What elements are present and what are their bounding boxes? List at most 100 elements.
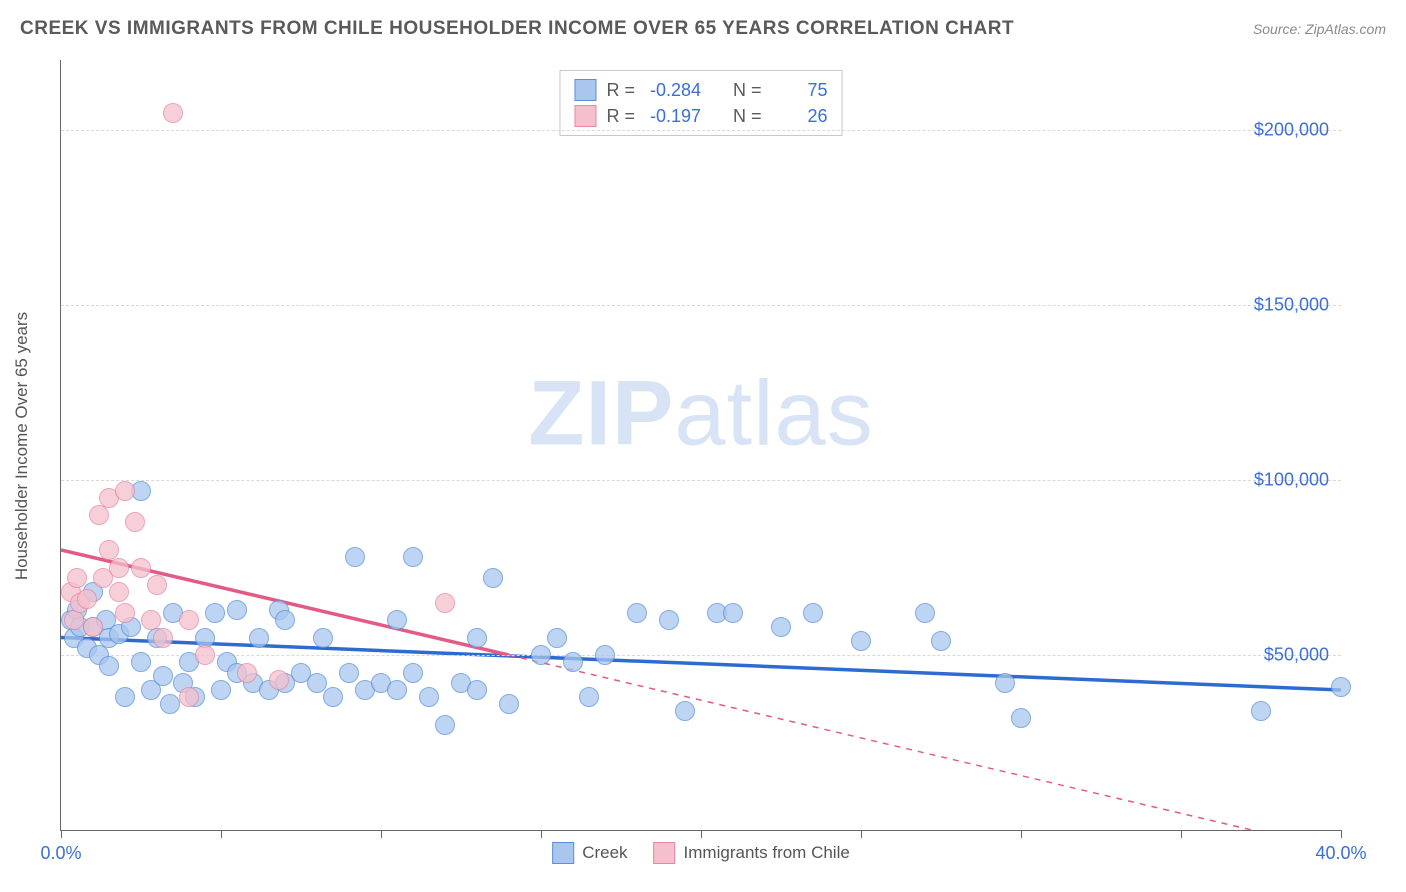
data-point: [237, 663, 257, 683]
data-point: [435, 715, 455, 735]
data-point: [499, 694, 519, 714]
data-point: [531, 645, 551, 665]
gridline: [61, 480, 1341, 481]
data-point: [153, 628, 173, 648]
data-point: [1331, 677, 1351, 697]
y-axis-title: Householder Income Over 65 years: [12, 312, 32, 580]
data-point: [387, 680, 407, 700]
x-tick: [1341, 830, 1342, 838]
data-point: [275, 610, 295, 630]
data-point: [147, 575, 167, 595]
watermark: ZIPatlas: [528, 362, 873, 467]
data-point: [563, 652, 583, 672]
data-point: [109, 582, 129, 602]
data-point: [931, 631, 951, 651]
data-point: [483, 568, 503, 588]
x-tick: [221, 830, 222, 838]
data-point: [131, 558, 151, 578]
correlation-legend: R = -0.284 N = 75 R = -0.197 N = 26: [559, 70, 842, 136]
r-label: R =: [606, 106, 635, 127]
data-point: [179, 687, 199, 707]
data-point: [345, 547, 365, 567]
data-point: [1251, 701, 1271, 721]
data-point: [227, 600, 247, 620]
x-tick: [701, 830, 702, 838]
data-point: [339, 663, 359, 683]
x-tick: [61, 830, 62, 838]
data-point: [99, 656, 119, 676]
chile-series-label: Immigrants from Chile: [684, 843, 850, 863]
data-point: [77, 589, 97, 609]
chile-n-value: 26: [772, 106, 828, 127]
data-point: [915, 603, 935, 623]
y-tick-label: $100,000: [1254, 470, 1329, 491]
data-point: [547, 628, 567, 648]
data-point: [595, 645, 615, 665]
legend-row-chile: R = -0.197 N = 26: [574, 103, 827, 129]
data-point: [67, 568, 87, 588]
data-point: [125, 512, 145, 532]
y-tick-label: $150,000: [1254, 295, 1329, 316]
data-point: [435, 593, 455, 613]
data-point: [115, 481, 135, 501]
chile-r-value: -0.197: [645, 106, 701, 127]
r-label: R =: [606, 80, 635, 101]
trend-line-dashed: [509, 655, 1341, 830]
n-label: N =: [733, 106, 762, 127]
data-point: [115, 687, 135, 707]
data-point: [1011, 708, 1031, 728]
data-point: [131, 652, 151, 672]
data-point: [467, 680, 487, 700]
data-point: [83, 617, 103, 637]
x-tick: [541, 830, 542, 838]
data-point: [851, 631, 871, 651]
data-point: [659, 610, 679, 630]
data-point: [803, 603, 823, 623]
data-point: [249, 628, 269, 648]
data-point: [467, 628, 487, 648]
chile-swatch-icon: [574, 105, 596, 127]
data-point: [995, 673, 1015, 693]
data-point: [723, 603, 743, 623]
data-point: [675, 701, 695, 721]
data-point: [153, 666, 173, 686]
source-attribution: Source: ZipAtlas.com: [1253, 21, 1386, 37]
series-legend: Creek Immigrants from Chile: [552, 842, 850, 864]
data-point: [403, 547, 423, 567]
creek-r-value: -0.284: [645, 80, 701, 101]
creek-swatch-icon: [574, 79, 596, 101]
data-point: [160, 694, 180, 714]
trend-lines-layer: [61, 60, 1341, 830]
data-point: [627, 603, 647, 623]
x-tick-label: 40.0%: [1315, 843, 1366, 864]
chart-title: CREEK VS IMMIGRANTS FROM CHILE HOUSEHOLD…: [20, 18, 1014, 40]
x-tick-label: 0.0%: [40, 843, 81, 864]
data-point: [115, 603, 135, 623]
data-point: [323, 687, 343, 707]
data-point: [195, 645, 215, 665]
data-point: [419, 687, 439, 707]
data-point: [163, 103, 183, 123]
data-point: [313, 628, 333, 648]
gridline: [61, 305, 1341, 306]
legend-row-creek: R = -0.284 N = 75: [574, 77, 827, 103]
data-point: [403, 663, 423, 683]
data-point: [89, 505, 109, 525]
n-label: N =: [733, 80, 762, 101]
data-point: [205, 603, 225, 623]
data-point: [64, 610, 84, 630]
data-point: [109, 558, 129, 578]
data-point: [771, 617, 791, 637]
data-point: [179, 610, 199, 630]
legend-item-creek: Creek: [552, 842, 627, 864]
scatter-plot-area: ZIPatlas R = -0.284 N = 75 R = -0.197 N …: [60, 60, 1341, 831]
creek-n-value: 75: [772, 80, 828, 101]
watermark-light: atlas: [674, 363, 873, 465]
chile-swatch-icon: [654, 842, 676, 864]
y-tick-label: $200,000: [1254, 120, 1329, 141]
gridline: [61, 655, 1341, 656]
x-tick: [1181, 830, 1182, 838]
data-point: [579, 687, 599, 707]
x-tick: [1021, 830, 1022, 838]
data-point: [387, 610, 407, 630]
